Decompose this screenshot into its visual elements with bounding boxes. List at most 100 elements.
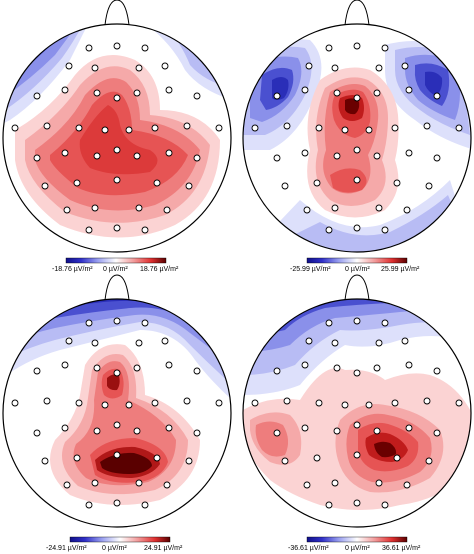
electrode-marker <box>61 149 69 157</box>
electrode-marker <box>313 179 321 187</box>
electrode-marker <box>365 401 373 409</box>
electrode-marker <box>301 149 309 157</box>
potential-field <box>243 299 471 510</box>
electrode-marker <box>161 337 169 345</box>
electrode-marker <box>391 399 399 407</box>
electrode-marker <box>425 182 433 190</box>
electrode-marker <box>325 226 333 234</box>
electrode-marker <box>391 124 399 132</box>
electrode-marker <box>333 89 341 97</box>
electrode-marker <box>433 154 441 162</box>
electrode-marker <box>133 152 141 160</box>
electrode-marker <box>353 94 361 102</box>
positive-region <box>255 421 289 457</box>
colorbar-zero-label: 0 µV/m² <box>102 545 127 552</box>
electrode-marker <box>353 224 361 232</box>
electrode-marker <box>251 399 259 407</box>
electrode-marker <box>193 367 201 375</box>
electrode-marker <box>113 369 121 377</box>
electrode-marker <box>425 457 433 465</box>
electrode-marker <box>381 501 389 509</box>
electrode-marker <box>375 204 383 212</box>
electrode-marker <box>165 86 173 94</box>
electrode-marker <box>313 454 321 462</box>
nose-outline <box>344 274 370 301</box>
electrode-marker <box>331 339 339 347</box>
electrode-marker <box>113 499 121 507</box>
electrode-marker <box>185 457 193 465</box>
electrode-marker <box>381 226 389 234</box>
electrode-marker <box>85 44 93 52</box>
colorbar-zero-label: 0 µV/m² <box>103 266 128 273</box>
electrode-marker <box>325 319 333 327</box>
electrode-marker <box>41 182 49 190</box>
electrode-marker <box>185 182 193 190</box>
electrode-marker <box>325 44 333 52</box>
topomap-2 <box>242 0 472 253</box>
electrodes <box>11 317 223 509</box>
electrode-marker <box>141 44 149 52</box>
nose-outline <box>104 274 130 301</box>
electrode-marker <box>341 401 349 409</box>
electrode-marker <box>63 481 71 489</box>
electrode-marker <box>165 361 173 369</box>
colorbar-2: -25.99 µV/m² 0 µV/m² 25.99 µV/m² <box>290 257 420 273</box>
electrode-marker <box>301 361 309 369</box>
electrode-marker <box>273 154 281 162</box>
topomap-3 <box>2 274 232 528</box>
colorbar-min-label: -25.99 µV/m² <box>290 266 331 273</box>
electrodes <box>251 317 463 509</box>
electrode-marker <box>153 454 161 462</box>
electrode-marker <box>365 126 373 134</box>
electrode-marker <box>11 399 19 407</box>
electrode-marker <box>433 367 441 375</box>
electrode-marker <box>75 399 83 407</box>
electrode-marker <box>423 122 431 130</box>
electrode-marker <box>165 424 173 432</box>
colorbar-3: -24.91 µV/m² 0 µV/m² 24.91 µV/m² <box>46 536 183 552</box>
positive-region <box>374 441 397 458</box>
electrode-marker <box>333 152 341 160</box>
electrode-marker <box>193 429 201 437</box>
electrode-marker <box>61 86 69 94</box>
head-outline <box>242 23 472 253</box>
electrode-marker <box>331 479 339 487</box>
electrode-marker <box>455 399 463 407</box>
electrode-marker <box>301 86 309 94</box>
electrode-marker <box>135 64 143 72</box>
electrode-marker <box>163 481 171 489</box>
electrode-marker <box>113 421 121 429</box>
electrode-marker <box>113 146 121 154</box>
electrode-marker <box>141 319 149 327</box>
colorbar-min-label: -18.76 µV/m² <box>52 266 93 273</box>
electrode-marker <box>113 94 121 102</box>
electrode-marker <box>353 499 361 507</box>
electrode-marker <box>161 62 169 70</box>
electrode-marker <box>375 64 383 72</box>
electrode-marker <box>353 146 361 154</box>
electrode-marker <box>393 179 401 187</box>
positive-region <box>330 168 367 193</box>
colorbar-max-label: 24.91 µV/m² <box>144 545 183 552</box>
head-outline <box>2 298 232 528</box>
electrode-marker <box>93 364 101 372</box>
colorbar-max-label: 18.76 µV/m² <box>140 266 179 273</box>
electrode-marker <box>215 124 223 132</box>
electrode-marker <box>283 122 291 130</box>
colorbar-min-label: -36.61 µV/m² <box>288 545 329 552</box>
electrode-marker <box>273 429 281 437</box>
electrode-marker <box>305 337 313 345</box>
electrode-marker <box>141 501 149 509</box>
electrode-marker <box>183 397 191 405</box>
electrode-marker <box>93 152 101 160</box>
electrode-marker <box>353 421 361 429</box>
electrode-marker <box>375 479 383 487</box>
electrode-marker <box>41 457 49 465</box>
electrode-marker <box>133 364 141 372</box>
electrode-marker <box>91 204 99 212</box>
electrode-marker <box>353 176 361 184</box>
electrode-marker <box>333 364 341 372</box>
positive-region <box>107 374 120 391</box>
electrode-marker <box>33 367 41 375</box>
electrode-marker <box>381 319 389 327</box>
